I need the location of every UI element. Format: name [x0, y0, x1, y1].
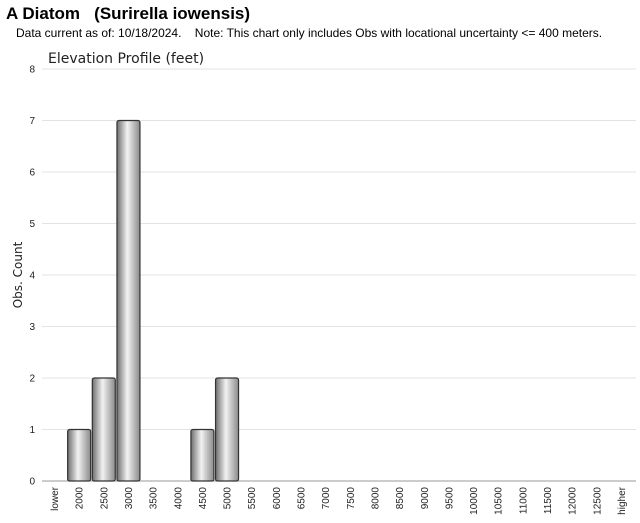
- x-tick-label: 11500: [543, 487, 554, 515]
- y-tick-label: 1: [29, 425, 35, 436]
- x-tick-label: 5000: [223, 487, 234, 510]
- x-tick-label: 8500: [395, 487, 406, 510]
- bar-4500: [190, 428, 215, 482]
- x-tick-label: 10500: [494, 487, 505, 515]
- bars: [67, 119, 240, 482]
- x-tick-label: lower: [50, 486, 61, 511]
- grid-lines: [42, 68, 636, 482]
- x-tick-label: 3500: [149, 487, 160, 510]
- x-tick-label: higher: [617, 486, 628, 514]
- x-tick-label: 7000: [321, 487, 332, 510]
- data-note: Data current as of: 10/18/2024. Note: Th…: [16, 26, 603, 40]
- x-tick-label: 6000: [272, 487, 283, 510]
- y-tick-label: 0: [29, 477, 35, 488]
- bar-3000: [116, 119, 141, 482]
- x-tick-label: 6500: [297, 487, 308, 510]
- x-tick-label: 12500: [592, 487, 603, 515]
- x-tick-label: 9500: [444, 487, 455, 510]
- y-tick-labels: 0 1 2 3 4 5 6 7 8: [29, 65, 35, 488]
- bar-2500: [91, 377, 116, 482]
- y-tick-label: 7: [29, 116, 35, 127]
- x-tick-labels: lower 2000 2500 3000 3500 4000 4500 5000 5500 600…: [50, 486, 628, 514]
- x-tick-label: 2500: [99, 487, 110, 510]
- x-tick-label: 7500: [346, 487, 357, 510]
- y-tick-label: 2: [29, 374, 35, 385]
- bar-5000: [214, 377, 240, 482]
- x-tick-label: 10000: [469, 487, 480, 515]
- x-tick-label: 3000: [124, 487, 135, 510]
- y-tick-label: 6: [29, 168, 35, 179]
- plot-title: Elevation Profile (feet): [48, 51, 204, 67]
- y-tick-label: 4: [29, 271, 35, 282]
- x-tick-label: 5500: [247, 487, 258, 510]
- x-tick-label: 9000: [420, 487, 431, 510]
- bar-2000: [67, 428, 92, 482]
- y-tick-label: 8: [29, 65, 35, 76]
- x-tick-label: 2000: [75, 487, 86, 510]
- x-tick-label: 4500: [198, 487, 209, 510]
- x-tick-label: 11000: [518, 487, 529, 515]
- chart-title: A Diatom (Surirella iowensis): [6, 4, 251, 23]
- y-tick-label: 5: [29, 219, 35, 230]
- x-tick-label: 12000: [568, 487, 579, 515]
- y-tick-label: 3: [29, 322, 35, 333]
- x-tick-label: 8000: [370, 487, 381, 510]
- y-axis-title: Obs. Count: [11, 241, 25, 308]
- x-tick-label: 4000: [173, 487, 184, 510]
